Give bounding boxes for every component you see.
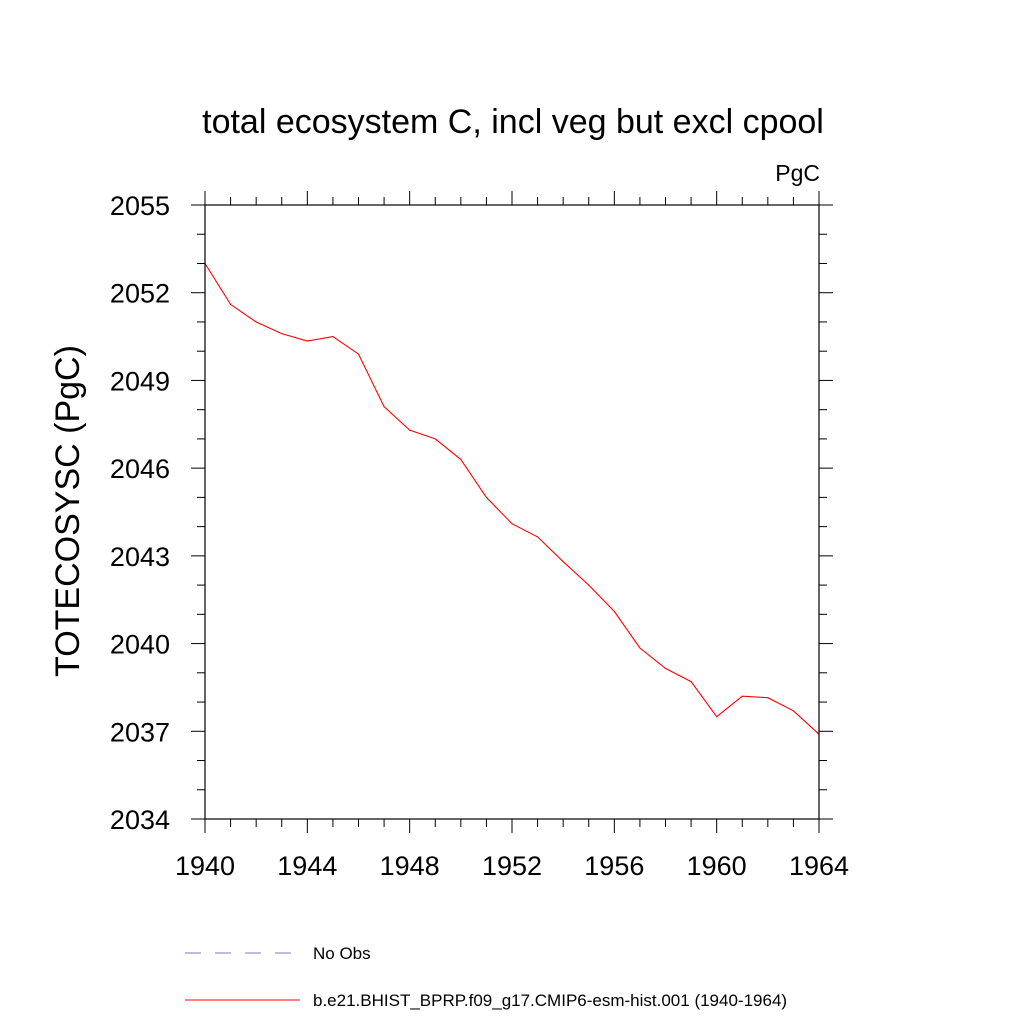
data-point	[664, 667, 667, 670]
x-tick-label: 1940	[175, 851, 235, 881]
units-label: PgC	[775, 160, 820, 186]
plot-area	[191, 191, 833, 833]
y-tick-label: 2055	[110, 191, 170, 221]
data-point	[409, 429, 411, 431]
data-point	[639, 647, 641, 649]
data-point	[229, 303, 232, 306]
y-tick-label: 2040	[110, 630, 170, 660]
data-point	[792, 710, 795, 712]
data-point	[357, 353, 360, 355]
data-point	[588, 584, 590, 586]
data-point	[332, 335, 334, 338]
chart-title: total ecosystem C, incl veg but excl cpo…	[202, 103, 824, 141]
x-tick-label: 1964	[789, 851, 849, 881]
plot-frame	[204, 204, 820, 820]
x-major-ticks	[204, 191, 820, 833]
data-point	[255, 321, 257, 323]
data-point	[383, 406, 385, 408]
legend-label-model: b.e21.BHIST_BPRP.f09_g17.CMIP6-esm-hist.…	[313, 991, 787, 1010]
y-tick-label: 2046	[110, 454, 170, 484]
x-tick-labels: 1940 1944 1948 1952 1956 1960 1964	[175, 851, 849, 881]
x-tick-label: 1956	[584, 851, 644, 881]
data-point	[741, 695, 743, 697]
x-minor-ticks	[230, 197, 794, 827]
data-point	[460, 458, 462, 460]
data-point	[434, 438, 436, 440]
data-point	[613, 610, 615, 613]
y-tick-label: 2043	[110, 542, 170, 572]
data-point	[716, 716, 718, 718]
legend-label-no-obs: No Obs	[313, 944, 371, 963]
legend: No Obs b.e21.BHIST_BPRP.f09_g17.CMIP6-es…	[185, 944, 787, 1010]
y-tick-label: 2049	[110, 366, 170, 396]
data-point	[536, 536, 539, 538]
y-axis-label: TOTECOSYSC (PgC)	[49, 345, 87, 677]
x-tick-label: 1944	[277, 851, 337, 881]
y-tick-label: 2052	[110, 279, 170, 309]
y-minor-ticks	[197, 233, 827, 791]
y-major-ticks	[191, 204, 833, 820]
y-tick-labels: 2034 2037 2040 2043 2046 2049 2052 2055	[110, 191, 170, 835]
data-point	[511, 523, 513, 525]
series-line	[204, 263, 820, 735]
data-point	[767, 697, 769, 699]
data-point	[690, 680, 692, 683]
x-tick-label: 1952	[482, 851, 542, 881]
data-point	[306, 340, 308, 342]
y-tick-label: 2037	[110, 717, 170, 747]
y-tick-label: 2034	[110, 805, 170, 835]
series-lines	[204, 262, 820, 735]
data-point	[281, 333, 283, 335]
x-tick-label: 1948	[380, 851, 440, 881]
x-tick-label: 1960	[687, 851, 747, 881]
data-point	[562, 561, 564, 563]
data-point	[485, 496, 488, 498]
